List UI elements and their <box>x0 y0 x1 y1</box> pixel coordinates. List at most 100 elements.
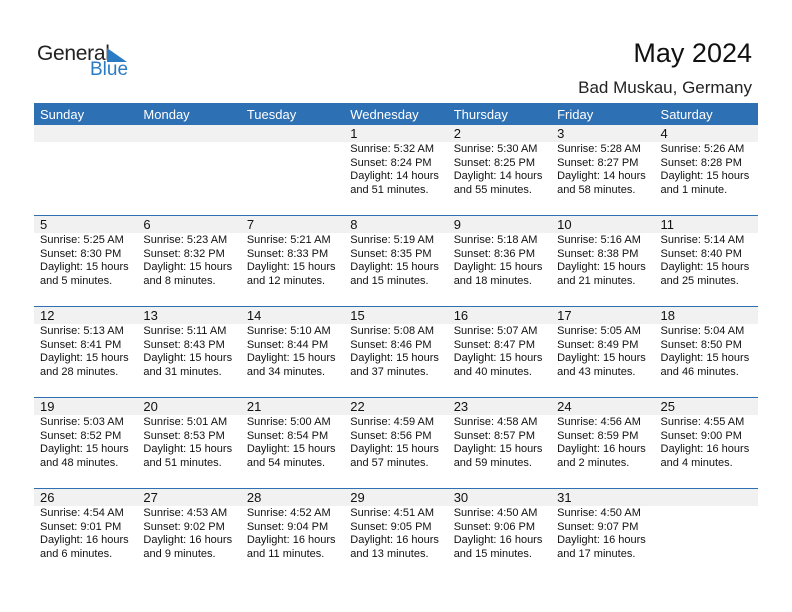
logo-triangle-icon <box>107 48 127 62</box>
day-number: 13 <box>137 307 241 324</box>
sunset-text: Sunset: 9:07 PM <box>557 520 639 533</box>
sunrise-text: Sunrise: 5:14 AM <box>660 234 745 246</box>
daylight2-text: and 2 minutes. <box>557 456 630 469</box>
daylight1-text: Daylight: 14 hours <box>557 170 646 182</box>
day-number <box>654 489 758 506</box>
sunset-text: Sunset: 8:57 PM <box>453 429 536 442</box>
day-number: 12 <box>34 307 138 324</box>
day-info: Sunrise: 4:53 AM Sunset: 9:02 PM Daylight:… <box>137 506 240 561</box>
daylight1-text: Daylight: 16 hours <box>350 534 439 546</box>
sunrise-text: Sunrise: 5:13 AM <box>40 325 124 337</box>
sunset-text: Sunset: 8:40 PM <box>660 247 742 260</box>
daylight1-text: Daylight: 15 hours <box>246 443 336 455</box>
day-info: Sunrise: 5:03 AM Sunset: 8:52 PM Daylight:… <box>34 415 137 470</box>
daylight2-text: and 1 minute. <box>660 183 728 196</box>
day-number: 22 <box>344 398 448 415</box>
daylight2-text: and 48 minutes. <box>40 456 119 469</box>
day-cell: 6 Sunrise: 5:23 AM Sunset: 8:32 PM Daylight… <box>137 215 241 307</box>
day-cell: 31 Sunrise: 4:50 AM Sunset: 9:07 PM Dayligh… <box>551 488 655 579</box>
logo-text-blue: Blue <box>90 59 129 80</box>
sunrise-text: Sunrise: 5:03 AM <box>40 416 124 428</box>
day-cell: 27 Sunrise: 4:53 AM Sunset: 9:02 PM Dayligh… <box>137 488 241 579</box>
sunrise-text: Sunrise: 5:19 AM <box>350 234 435 246</box>
day-info: Sunrise: 5:11 AM Sunset: 8:43 PM Daylight:… <box>137 324 240 379</box>
day-cell: 22 Sunrise: 4:59 AM Sunset: 8:56 PM Dayligh… <box>344 397 448 489</box>
day-cell: 8 Sunrise: 5:19 AM Sunset: 8:35 PM Daylight… <box>344 215 448 307</box>
sunrise-text: Sunrise: 5:07 AM <box>453 325 538 337</box>
daylight1-text: Daylight: 16 hours <box>453 534 543 546</box>
weekday-tuesday: Tuesday <box>240 103 345 125</box>
day-number: 8 <box>344 216 448 233</box>
daylight2-text: and 17 minutes. <box>557 547 636 560</box>
day-number: 31 <box>551 489 655 506</box>
daylight2-text: and 6 minutes. <box>40 547 113 560</box>
day-cell: 24 Sunrise: 4:56 AM Sunset: 8:59 PM Dayligh… <box>551 397 655 489</box>
day-number: 25 <box>654 398 758 415</box>
day-cell: 18 Sunrise: 5:04 AM Sunset: 8:50 PM Dayligh… <box>654 306 758 398</box>
week-row: 26 Sunrise: 4:54 AM Sunset: 9:01 PM Dayligh… <box>34 488 758 579</box>
weekday-friday: Friday <box>551 103 655 125</box>
sunrise-text: Sunrise: 4:56 AM <box>557 416 641 428</box>
day-cell: 23 Sunrise: 4:58 AM Sunset: 8:57 PM Dayligh… <box>447 397 552 489</box>
daylight1-text: Daylight: 14 hours <box>350 170 439 182</box>
daylight1-text: Daylight: 16 hours <box>557 443 646 455</box>
day-number: 21 <box>240 398 345 415</box>
sunset-text: Sunset: 9:00 PM <box>660 429 742 442</box>
daylight1-text: Daylight: 15 hours <box>40 443 129 455</box>
daylight2-text: and 43 minutes. <box>557 365 636 378</box>
day-number: 26 <box>34 489 138 506</box>
weekday-saturday: Saturday <box>654 103 758 125</box>
day-info: Sunrise: 5:21 AM Sunset: 8:33 PM Daylight:… <box>241 233 344 288</box>
sunrise-text: Sunrise: 5:01 AM <box>143 416 228 428</box>
weekday-header: Sunday Monday Tuesday Wednesday Thursday Frid… <box>34 103 758 125</box>
day-cell: 14 Sunrise: 5:10 AM Sunset: 8:44 PM Dayligh… <box>240 306 345 398</box>
day-number: 19 <box>34 398 138 415</box>
sunset-text: Sunset: 8:38 PM <box>557 247 639 260</box>
day-number: 2 <box>447 125 552 142</box>
day-cell: 15 Sunrise: 5:08 AM Sunset: 8:46 PM Dayligh… <box>344 306 448 398</box>
day-number: 7 <box>240 216 345 233</box>
day-info: Sunrise: 4:59 AM Sunset: 8:56 PM Daylight:… <box>344 415 447 470</box>
daylight2-text: and 46 minutes. <box>660 365 739 378</box>
sunrise-text: Sunrise: 4:58 AM <box>453 416 538 428</box>
week-row: 5 Sunrise: 5:25 AM Sunset: 8:30 PM Daylight… <box>34 215 758 307</box>
daylight1-text: Daylight: 15 hours <box>660 261 750 273</box>
day-cell: 28 Sunrise: 4:52 AM Sunset: 9:04 PM Dayligh… <box>240 488 345 579</box>
day-cell: 25 Sunrise: 4:55 AM Sunset: 9:00 PM Dayligh… <box>654 397 758 489</box>
day-number: 3 <box>551 125 655 142</box>
daylight2-text: and 15 minutes. <box>350 274 429 287</box>
day-cell: 7 Sunrise: 5:21 AM Sunset: 8:33 PM Daylight… <box>240 215 345 307</box>
daylight2-text: and 59 minutes. <box>453 456 532 469</box>
sunrise-text: Sunrise: 5:25 AM <box>40 234 124 246</box>
daylight2-text: and 40 minutes. <box>453 365 532 378</box>
weekday-thursday: Thursday <box>447 103 552 125</box>
daylight2-text: and 54 minutes. <box>246 456 326 469</box>
day-cell: 20 Sunrise: 5:01 AM Sunset: 8:53 PM Dayligh… <box>137 397 241 489</box>
day-cell: 9 Sunrise: 5:18 AM Sunset: 8:36 PM Daylight… <box>447 215 552 307</box>
day-info: Sunrise: 5:18 AM Sunset: 8:36 PM Daylight:… <box>448 233 551 288</box>
day-info: Sunrise: 5:25 AM Sunset: 8:30 PM Daylight:… <box>34 233 137 288</box>
sunrise-text: Sunrise: 4:51 AM <box>350 507 435 519</box>
day-number: 14 <box>240 307 345 324</box>
day-cell: 26 Sunrise: 4:54 AM Sunset: 9:01 PM Dayligh… <box>34 488 138 579</box>
day-info: Sunrise: 5:23 AM Sunset: 8:32 PM Daylight:… <box>137 233 240 288</box>
daylight2-text: and 11 minutes. <box>246 547 325 560</box>
daylight1-text: Daylight: 15 hours <box>40 261 129 273</box>
sunset-text: Sunset: 8:46 PM <box>350 338 432 351</box>
week-row: 19 Sunrise: 5:03 AM Sunset: 8:52 PM Dayligh… <box>34 397 758 489</box>
day-cell: 17 Sunrise: 5:05 AM Sunset: 8:49 PM Dayligh… <box>551 306 655 398</box>
sunrise-text: Sunrise: 5:26 AM <box>660 143 745 155</box>
daylight1-text: Daylight: 15 hours <box>143 443 233 455</box>
week-row: 1 Sunrise: 5:32 AM Sunset: 8:24 PM Daylight… <box>34 125 758 216</box>
day-number: 15 <box>344 307 448 324</box>
day-number: 29 <box>344 489 448 506</box>
sunrise-text: Sunrise: 4:52 AM <box>246 507 331 519</box>
day-info: Sunrise: 5:14 AM Sunset: 8:40 PM Daylight:… <box>655 233 758 288</box>
daylight1-text: Daylight: 15 hours <box>246 352 336 364</box>
sunset-text: Sunset: 8:28 PM <box>660 156 742 169</box>
day-cell: 3 Sunrise: 5:28 AM Sunset: 8:27 PM Daylight… <box>551 125 655 216</box>
empty-cell <box>654 488 758 579</box>
sunset-text: Sunset: 9:02 PM <box>143 520 225 533</box>
sunset-text: Sunset: 8:52 PM <box>40 429 122 442</box>
